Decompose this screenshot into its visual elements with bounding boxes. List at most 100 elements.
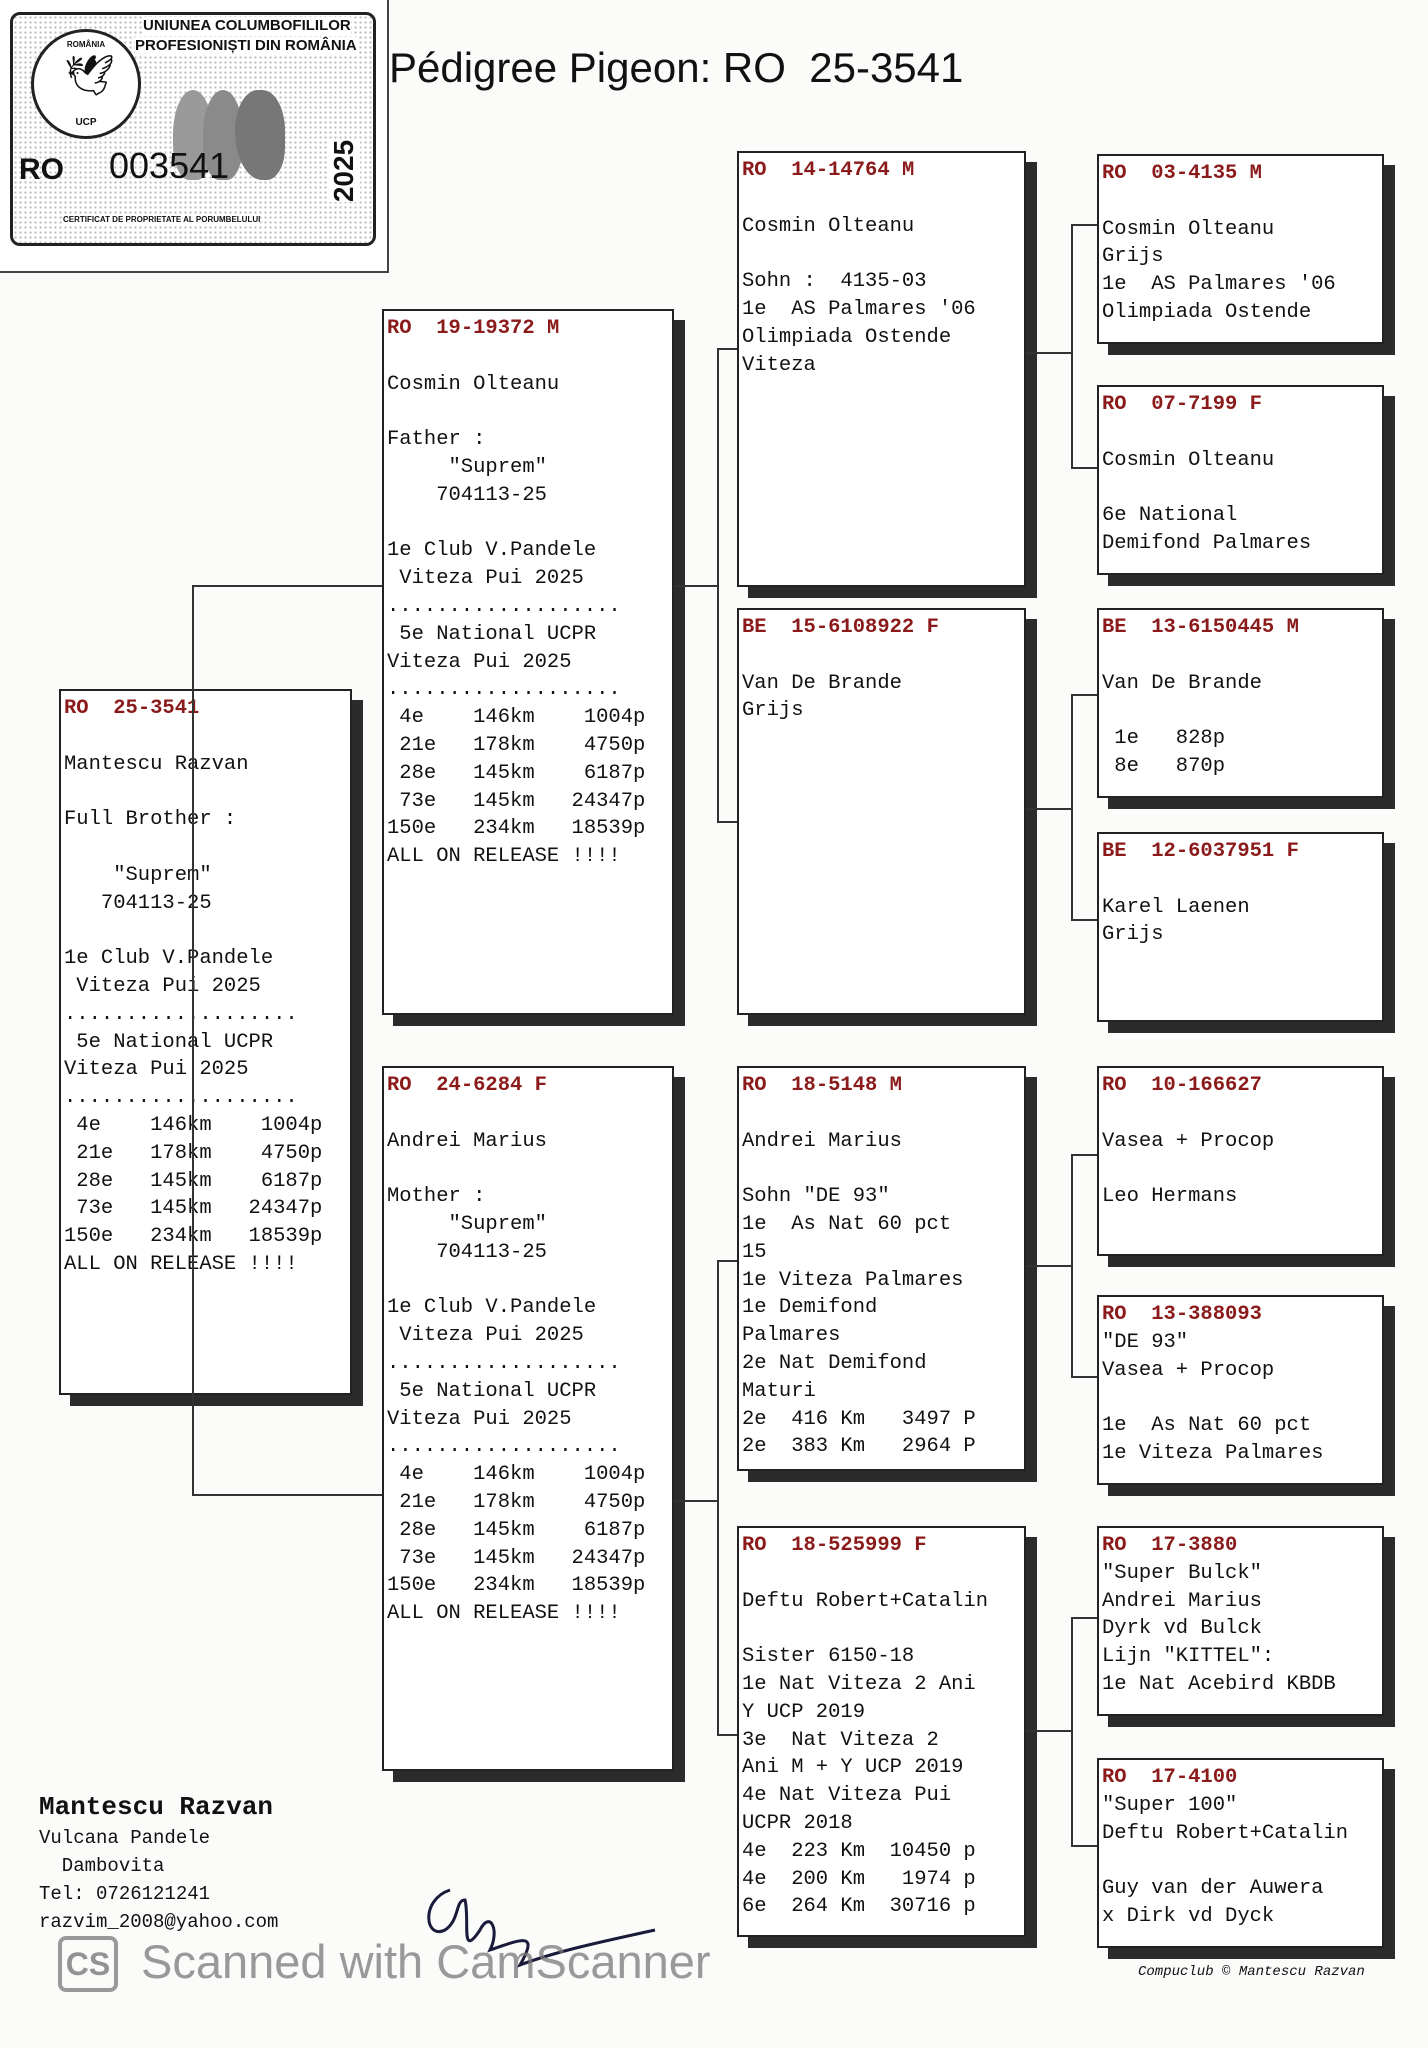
pedigree-line: 6e National bbox=[1102, 504, 1238, 528]
ring-ring: 17-3880 bbox=[1151, 1534, 1238, 1557]
connector-line bbox=[192, 585, 382, 587]
pedigree-line: Y UCP 2019 bbox=[742, 1700, 866, 1724]
ring-header: RO 18-525999 F bbox=[742, 1532, 1024, 1560]
ring-country: RO bbox=[387, 1074, 412, 1097]
pedigree-line: Cosmin Olteanu bbox=[1102, 217, 1275, 241]
pedigree-line: Viteza Pui 2025 bbox=[64, 1058, 249, 1082]
pedigree-line: 5e National UCPR bbox=[64, 1030, 274, 1054]
pedigree-line: Grijs bbox=[1102, 923, 1164, 947]
pedigree-line: 1e As Nat 60 pct bbox=[742, 1212, 952, 1236]
connector-line bbox=[1071, 1154, 1073, 1376]
pigeon-card-great-grandparent: RO 17-4100 "Super 100" Deftu Robert+Catal… bbox=[1097, 1758, 1384, 1948]
pedigree-line: Dyrk vd Bulck bbox=[1102, 1617, 1262, 1641]
pedigree-line: 1e Club V.Pandele bbox=[387, 539, 597, 563]
connector-line bbox=[1071, 919, 1097, 921]
pedigree-line bbox=[64, 778, 350, 806]
ring-sex: M bbox=[889, 1074, 902, 1097]
pedigree-line: Viteza Pui 2025 bbox=[64, 974, 261, 998]
connector-line bbox=[1026, 1730, 1071, 1732]
connector-line bbox=[1071, 694, 1097, 696]
pedigree-line: 5e National UCPR bbox=[387, 622, 597, 646]
pedigree-line: ................... bbox=[387, 678, 621, 702]
pedigree-line bbox=[387, 510, 672, 538]
ring-country: RO bbox=[1102, 1534, 1127, 1557]
pedigree-line: 2e 416 Km 3497 P bbox=[742, 1407, 976, 1431]
pedigree-line bbox=[1102, 1100, 1382, 1128]
connector-line bbox=[1071, 1376, 1097, 1378]
pedigree-line bbox=[64, 834, 350, 862]
connector-line bbox=[1026, 1265, 1071, 1267]
pedigree-line: Mantescu Razvan bbox=[64, 752, 249, 776]
breeder-contact: Mantescu Razvan Vulcana Pandele Dambovit… bbox=[39, 1790, 278, 1936]
ring-ring: 18-5148 bbox=[791, 1074, 878, 1097]
pedigree-line: Sohn : 4135-03 bbox=[742, 270, 927, 294]
pedigree-line bbox=[742, 1100, 1024, 1128]
pedigree-line bbox=[1102, 1847, 1382, 1875]
pedigree-line bbox=[387, 1155, 672, 1183]
pedigree-line: 28e 145km 6187p bbox=[76, 1169, 323, 1193]
pedigree-line: Andrei Marius bbox=[1102, 1589, 1262, 1613]
pedigree-line: 2e 383 Km 2964 P bbox=[742, 1435, 976, 1459]
pedigree-line: Olimpiada Ostende bbox=[742, 325, 952, 349]
ring-header: RO 07-7199 F bbox=[1102, 391, 1382, 419]
pedigree-line: 8e 870p bbox=[1102, 754, 1226, 778]
ring-country: RO bbox=[1102, 393, 1127, 416]
pedigree-line: Cosmin Olteanu bbox=[742, 214, 915, 238]
ring-country: RO bbox=[742, 1534, 767, 1557]
pedigree-line: 1e AS Palmares '06 bbox=[1102, 273, 1336, 297]
pedigree-line: Sohn "DE 93" bbox=[742, 1185, 890, 1209]
software-credit: Compuclub © Mantescu Razvan bbox=[1138, 1964, 1365, 1980]
pigeon-card-grandparent: RO 18-525999 F Deftu Robert+Catalin Sister… bbox=[737, 1526, 1026, 1937]
ring-ring: 25-3541 bbox=[113, 697, 200, 720]
pedigree-line: 704113-25 bbox=[387, 1240, 547, 1264]
pedigree-line: 21e 178km 4750p bbox=[76, 1141, 323, 1165]
camscanner-watermark: Scanned with CamScanner bbox=[141, 1935, 711, 1988]
pedigree-line: 28e 145km 6187p bbox=[387, 1518, 646, 1542]
ring-header: RO 17-4100 bbox=[1102, 1764, 1382, 1792]
pedigree-line: 1e Club V.Pandele bbox=[64, 947, 274, 971]
pedigree-line: Cosmin Olteanu bbox=[387, 372, 560, 396]
connector-line bbox=[1071, 1617, 1097, 1619]
ring-ring: 19-19372 bbox=[436, 317, 535, 340]
pedigree-line: Vasea + Procop bbox=[1102, 1129, 1275, 1153]
connector-line bbox=[1071, 224, 1097, 226]
pedigree-line: "Super Bulck" bbox=[1102, 1561, 1262, 1585]
pedigree-line: 1e Viteza Palmares bbox=[1102, 1441, 1324, 1465]
ring-country: RO bbox=[742, 1074, 767, 1097]
pedigree-line: Grijs bbox=[1102, 245, 1164, 269]
org-line2: PROFESIONIȘTI DIN ROMÂNIA bbox=[135, 37, 357, 54]
connector-line bbox=[717, 348, 737, 350]
pedigree-line: Viteza Pui 2025 bbox=[387, 567, 584, 591]
pedigree-line: 150e 234km 18539p bbox=[64, 1225, 323, 1249]
pigeon-card-great-grandparent: RO 13-388093 "DE 93" Vasea + Procop 1e As … bbox=[1097, 1295, 1384, 1485]
pedigree-line: Mother : bbox=[387, 1185, 486, 1209]
pedigree-line: Sister 6150-18 bbox=[742, 1645, 915, 1669]
connector-line bbox=[717, 348, 719, 822]
ring-header: RO 24-6284 F bbox=[387, 1072, 672, 1100]
pedigree-line: 4e 146km 1004p bbox=[387, 1463, 646, 1487]
connector-line bbox=[1071, 467, 1097, 469]
connector-line bbox=[717, 1734, 737, 1736]
certificate-country: RO bbox=[19, 153, 64, 186]
pedigree-line: Father : bbox=[387, 428, 486, 452]
pigeon-card-great-grandparent: RO 10-166627 Vasea + Procop Leo Hermans bbox=[1097, 1066, 1384, 1256]
pigeon-card-great-grandparent: RO 17-3880 "Super Bulck" Andrei Marius Dyr… bbox=[1097, 1526, 1384, 1716]
pedigree-line bbox=[387, 1100, 672, 1128]
pedigree-line: 3e Nat Viteza 2 bbox=[742, 1728, 939, 1752]
pedigree-line: "DE 93" bbox=[1102, 1330, 1189, 1354]
certificate-number: 003541 bbox=[109, 145, 230, 186]
pigeon-card-great-grandparent: BE 13-6150445 M Van De Brande 1e 828p 8e … bbox=[1097, 608, 1384, 798]
ring-sex: F bbox=[1249, 393, 1262, 416]
pedigree-line: 73e 145km 24347p bbox=[76, 1197, 323, 1221]
ring-country: RO bbox=[1102, 162, 1127, 185]
pigeon-card-grandparent: RO 14-14764 M Cosmin Olteanu Sohn : 4135-0… bbox=[737, 151, 1026, 587]
ring-header: BE 12-6037951 F bbox=[1102, 838, 1382, 866]
ring-ring: 07-7199 bbox=[1151, 393, 1238, 416]
breeder-address2: Dambovita bbox=[39, 1855, 165, 1877]
connector-line bbox=[1071, 1845, 1097, 1847]
pedigree-line: 5e National UCPR bbox=[387, 1379, 597, 1403]
ring-country: RO bbox=[1102, 1074, 1127, 1097]
pedigree-line: ALL ON RELEASE !!!! bbox=[387, 1602, 621, 1626]
connector-line bbox=[674, 1500, 717, 1502]
pedigree-line: Andrei Marius bbox=[387, 1129, 547, 1153]
